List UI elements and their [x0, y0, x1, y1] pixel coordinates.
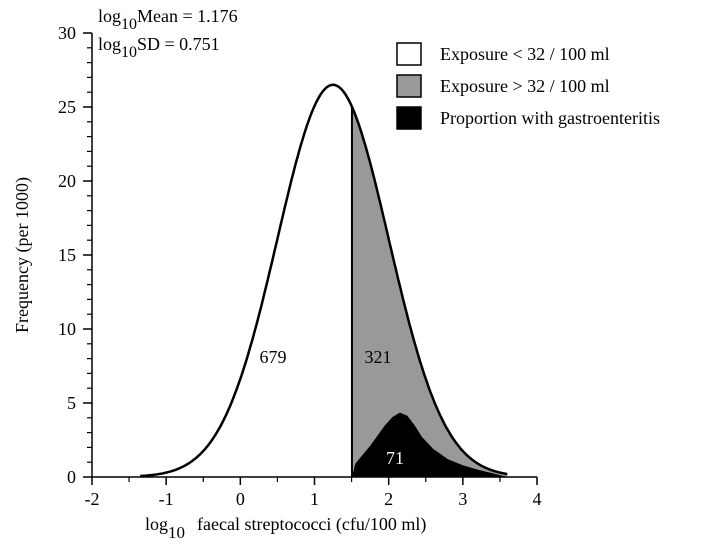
x-tick-label: -1: [159, 489, 174, 509]
annotation-mean: log10Mean = 1.176: [98, 6, 238, 33]
x-axis-label: log10 faecal streptococci (cfu/100 ml): [145, 514, 426, 542]
y-tick-label: 0: [67, 467, 76, 487]
label-below-cutoff: 679: [260, 347, 287, 367]
area-above-cutoff: [352, 106, 508, 478]
legend-label-high: Exposure > 32 / 100 ml: [440, 76, 610, 96]
area-gastroenteritis: [352, 412, 508, 477]
label-gastroenteritis: 71: [386, 448, 404, 468]
legend-swatch-low: [396, 42, 422, 66]
x-tick-label: 4: [533, 489, 542, 509]
x-tick-label: -2: [85, 489, 100, 509]
y-tick-label: 30: [58, 23, 76, 43]
area-below-cutoff: [140, 84, 352, 478]
x-tick-label: 1: [310, 489, 319, 509]
x-tick-label: 2: [384, 489, 393, 509]
annotation-sd: log10SD = 0.751: [98, 34, 220, 61]
y-tick-label: 5: [67, 393, 76, 413]
y-axis-label: Frequency (per 1000): [12, 177, 33, 333]
legend-swatch-high: [396, 74, 422, 98]
legend-label-gastroenteritis: Proportion with gastroenteritis: [440, 108, 660, 128]
y-tick-label: 15: [58, 245, 76, 265]
legend-label-low: Exposure < 32 / 100 ml: [440, 44, 610, 64]
y-tick-label: 10: [58, 319, 76, 339]
legend: Exposure < 32 / 100 ml Exposure > 32 / 1…: [396, 42, 660, 130]
y-tick-label: 25: [58, 97, 76, 117]
label-above-cutoff: 321: [365, 347, 392, 367]
x-tick-label: 0: [236, 489, 245, 509]
distribution-curve: [140, 83, 508, 478]
y-tick-label: 20: [58, 171, 76, 191]
x-tick-label: 3: [458, 489, 467, 509]
legend-swatch-gastroenteritis: [396, 106, 422, 130]
